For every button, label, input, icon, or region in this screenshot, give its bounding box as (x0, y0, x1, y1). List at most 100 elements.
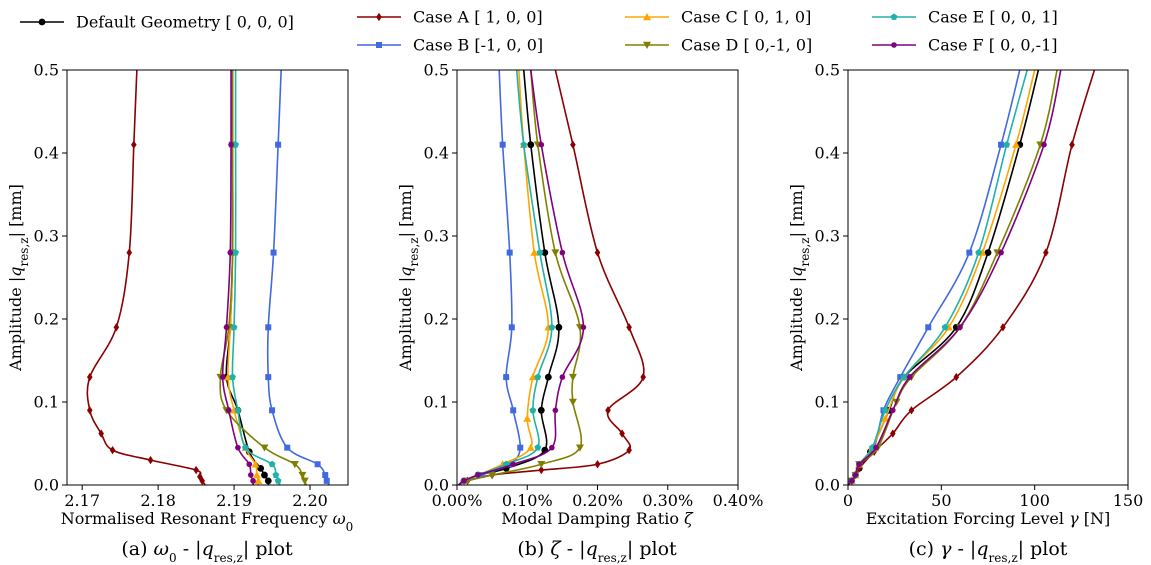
data-point (534, 374, 541, 381)
legend-entry: Case C [ 0, 1, 0] (625, 8, 811, 27)
y-tick-label: 0.3 (424, 227, 449, 246)
panel-caption: (b) ζ - |qres,z| plot (517, 538, 677, 565)
y-tick-label: 0.0 (815, 476, 840, 495)
y-axis-label: Amplitude |qres,z| [mm] (6, 184, 31, 372)
data-point (527, 444, 535, 451)
data-point (510, 407, 516, 413)
series-line (848, 70, 1094, 485)
legend-label: Default Geometry [ 0, 0, 0] (76, 13, 294, 32)
y-axis-label: Amplitude |qres,z| [mm] (396, 184, 421, 372)
data-point (539, 142, 545, 148)
data-point (475, 472, 481, 478)
y-tick-label: 0.5 (34, 61, 59, 80)
legend: Default Geometry [ 0, 0, 0] Case A [ 1, 0… (20, 8, 1058, 55)
data-point (248, 472, 254, 478)
x-tick-label: 150 (1113, 491, 1144, 510)
y-axis-label: Amplitude |qres,z| [mm] (787, 184, 812, 372)
data-point (271, 250, 277, 256)
data-point (925, 324, 931, 330)
data-point (275, 142, 281, 148)
data-point (1003, 141, 1010, 148)
y-tick-label: 0.1 (34, 393, 59, 412)
data-point (856, 461, 862, 467)
legend-marker (891, 42, 897, 48)
data-point (998, 142, 1004, 148)
data-point (510, 461, 516, 467)
data-point (853, 472, 859, 478)
data-point (265, 324, 271, 330)
series-line (268, 70, 329, 485)
y-tick-label: 0.1 (424, 393, 449, 412)
y-tick-label: 0.2 (424, 310, 449, 329)
data-point (527, 141, 534, 148)
x-tick-label: 2.19 (216, 491, 252, 510)
x-axis-label: Modal Damping Ratio ζ (501, 509, 694, 528)
legend-entry: Case F [ 0, 0,-1] (872, 36, 1058, 55)
x-tick-label: 2.17 (64, 491, 100, 510)
data-point (520, 141, 527, 148)
data-point (953, 373, 959, 381)
legend-entry: Case D [ 0,-1, 0] (625, 36, 812, 55)
data-point (227, 250, 233, 256)
data-point (324, 478, 330, 484)
data-point (272, 471, 279, 478)
plot-area (87, 70, 330, 485)
x-tick-label: 2.18 (140, 491, 176, 510)
x-axis-label: Normalised Resonant Frequency ω0 (61, 509, 354, 534)
data-point (553, 408, 559, 414)
legend-marker (376, 13, 382, 21)
panel-b: 0.00% 0.10% 0.20% 0.30% 0.40% 0.0 0.1 0.2 0.3 0.4… (396, 61, 763, 565)
data-point (595, 248, 601, 256)
legend-label: Case D [ 0,-1, 0] (681, 36, 812, 55)
legend-entry: Case B [-1, 0, 0] (357, 36, 543, 55)
legend-label: Case B [-1, 0, 0] (413, 36, 543, 55)
plot-area (458, 70, 646, 485)
data-point (226, 408, 232, 414)
series-line (458, 70, 581, 485)
data-point (503, 374, 509, 380)
series-line (87, 70, 205, 485)
y-tick-label: 0.0 (34, 476, 59, 495)
data-point (595, 460, 601, 468)
data-point (220, 374, 226, 380)
x-tick-label: 100 (1019, 491, 1050, 510)
data-point (529, 407, 536, 414)
data-point (957, 325, 963, 331)
data-point (269, 461, 276, 468)
plot-area (848, 70, 1095, 485)
data-point (534, 444, 541, 451)
legend-label: Case A [ 1, 0, 0] (413, 8, 543, 27)
panel-caption: (a) ω0 - |qres,z| plot (121, 538, 293, 565)
data-point (500, 142, 506, 148)
legend-entry: Case A [ 1, 0, 0] (357, 8, 543, 27)
data-point (570, 141, 576, 149)
data-point (87, 406, 93, 414)
y-tick-label: 0.2 (815, 310, 840, 329)
y-tick-label: 0.4 (424, 144, 449, 163)
x-tick-label: 0.40% (713, 491, 764, 510)
data-point (536, 249, 543, 256)
legend-marker (39, 19, 46, 26)
x-tick-label: 0.20% (572, 491, 623, 510)
data-point (507, 250, 513, 256)
x-tick-label: 50 (931, 491, 951, 510)
series-line (848, 70, 1035, 485)
y-tick-label: 0.3 (815, 227, 840, 246)
data-point (193, 466, 199, 474)
data-point (265, 477, 272, 484)
y-tick-label: 0.4 (34, 144, 59, 163)
data-point (284, 445, 290, 451)
data-point (509, 324, 515, 330)
series-line (848, 70, 1020, 485)
axes-frame (848, 70, 1128, 485)
data-point (461, 478, 467, 484)
data-point (975, 249, 982, 256)
y-tick-label: 0.3 (34, 227, 59, 246)
data-point (228, 142, 234, 148)
data-point (148, 456, 154, 464)
legend-label: Case F [ 0, 0,-1] (928, 36, 1058, 55)
legend-marker (891, 13, 898, 20)
data-point (322, 472, 328, 478)
data-point (523, 415, 531, 422)
data-point (998, 250, 1004, 256)
